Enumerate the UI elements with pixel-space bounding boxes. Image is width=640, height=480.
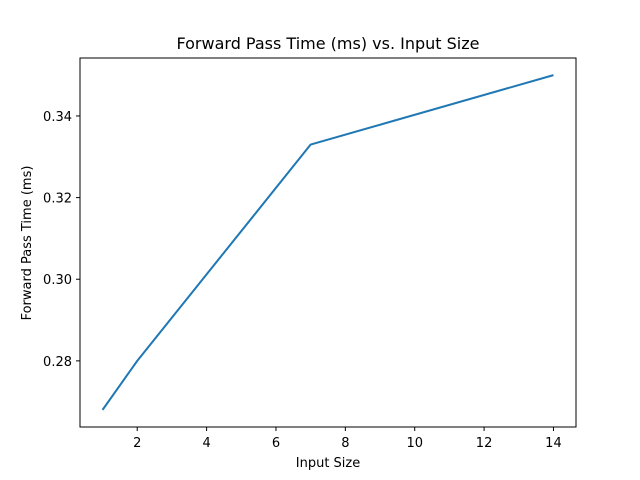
series-line-0	[101, 74, 554, 411]
y-axis: 0.28 0.30 0.32 0.34	[43, 110, 80, 370]
x-tick-label: 4	[202, 436, 210, 451]
chart-title: Forward Pass Time (ms) vs. Input Size	[177, 34, 480, 53]
x-tick-label: 8	[341, 436, 349, 451]
x-tick-label: 12	[476, 436, 493, 451]
y-tick-label: 0.34	[43, 110, 72, 125]
x-axis-label: Input Size	[296, 456, 360, 471]
y-tick-label: 0.28	[43, 355, 72, 370]
y-tick-label: 0.32	[43, 192, 72, 207]
axes-frame	[79, 57, 577, 428]
y-tick-label: 0.30	[43, 273, 72, 288]
x-axis: 2 4 6 8 10 12 14	[133, 427, 562, 451]
plot-area	[79, 57, 577, 428]
x-tick-label: 10	[406, 436, 423, 451]
x-tick-label: 6	[272, 436, 280, 451]
y-axis-label: Forward Pass Time (ms)	[20, 166, 35, 321]
x-tick-label: 2	[133, 436, 141, 451]
x-tick-label: 14	[545, 436, 562, 451]
